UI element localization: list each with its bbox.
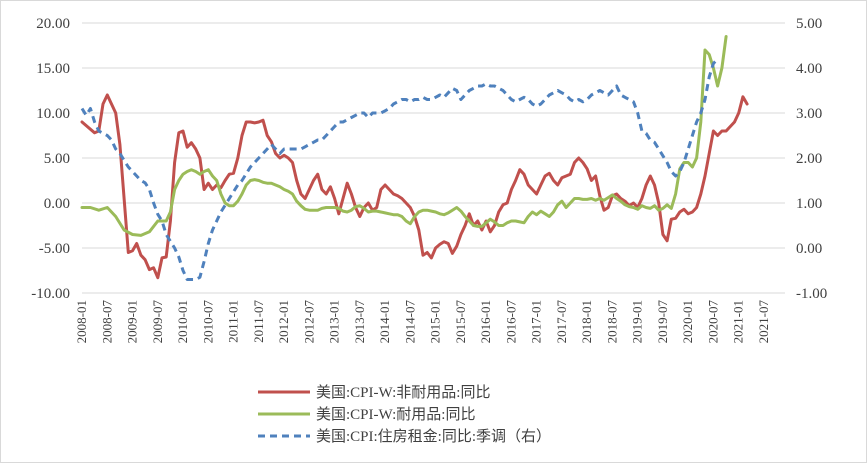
x-tick-label: 2008-07 [99,300,114,344]
x-tick-label: 2021-01 [731,300,746,343]
legend-label-nondurables: 美国:CPI-W:非耐用品:同比 [316,384,490,401]
x-tick-label: 2008-01 [74,300,89,343]
right-tick-label: 4.00 [796,61,822,77]
left-tick-label: 0.00 [44,196,70,212]
legend-item-nondurables: 美国:CPI-W:非耐用品:同比 [258,384,490,401]
legend-label-rent: 美国:CPI:住房租金:同比:季调（右） [316,428,551,445]
x-tick-label: 2010-01 [175,300,190,343]
x-tick-label: 2020-07 [705,300,720,344]
x-tick-label: 2011-07 [251,300,266,343]
x-tick-label: 2016-01 [478,300,493,343]
x-tick-label: 2009-01 [125,300,140,343]
left-tick-label: 15.00 [36,61,70,77]
legend-item-rent: 美国:CPI:住房租金:同比:季调（右） [258,428,551,445]
legend: 美国:CPI-W:非耐用品:同比 美国:CPI-W:耐用品:同比 美国:CPI:… [258,384,551,445]
x-tick-label: 2009-07 [150,300,165,344]
right-axis-ticks: 5.00 4.00 3.00 2.00 1.00 0.00 -1.00 [796,16,827,302]
right-tick-label: -1.00 [796,286,827,302]
x-tick-label: 2021-07 [756,300,771,344]
x-tick-label: 2016-07 [503,300,518,344]
x-tick-label: 2012-01 [276,300,291,343]
x-tick-label: 2017-01 [529,300,544,343]
right-tick-label: 0.00 [796,241,822,257]
legend-label-durables: 美国:CPI-W:耐用品:同比 [316,406,475,423]
left-tick-label: -5.00 [39,241,70,257]
x-tick-label: 2014-07 [402,300,417,344]
series-rent-line [80,57,719,281]
x-tick-label: 2013-01 [327,300,342,343]
x-tick-label: 2020-01 [680,300,695,343]
series-lines [80,35,749,281]
x-tick-label: 2018-01 [579,300,594,343]
x-tick-label: 2018-07 [604,300,619,344]
legend-item-durables: 美国:CPI-W:耐用品:同比 [258,406,475,423]
series-nondurables-line [80,93,749,280]
x-tick-label: 2015-01 [428,300,443,343]
x-tick-label: 2019-07 [655,300,670,344]
right-tick-label: 2.00 [796,151,822,167]
x-tick-label: 2013-07 [352,300,367,344]
x-tick-label: 2014-01 [377,300,392,343]
left-tick-label: 5.00 [44,151,70,167]
left-tick-label: -10.00 [31,286,70,302]
x-axis-ticks: 2008-01 2008-07 2009-01 2009-07 2010-01 2010-… [74,300,771,344]
left-tick-label: 10.00 [36,106,70,122]
series-durables-line [80,35,728,237]
left-axis-ticks: 20.00 15.00 10.00 5.00 0.00 -5.00 -10.00 [31,16,70,302]
x-tick-label: 2019-01 [630,300,645,343]
right-tick-label: 1.00 [796,196,822,212]
x-tick-label: 2017-07 [554,300,569,344]
x-tick-label: 2010-07 [200,300,215,344]
left-tick-label: 20.00 [36,16,70,32]
x-tick-label: 2011-01 [226,300,241,343]
right-tick-label: 5.00 [796,16,822,32]
x-tick-label: 2015-07 [453,300,468,344]
x-tick-label: 2012-07 [301,300,316,344]
right-tick-label: 3.00 [796,106,822,122]
